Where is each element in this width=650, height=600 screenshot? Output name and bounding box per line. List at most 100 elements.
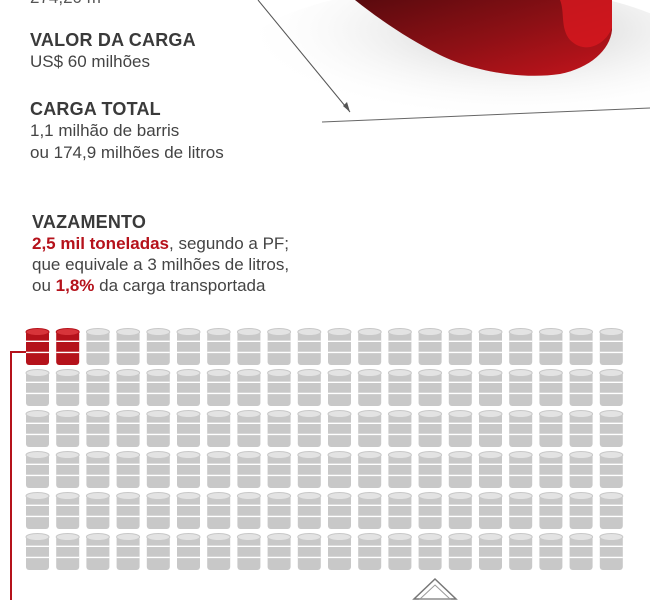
barrel-icon xyxy=(25,451,50,488)
barrel-icon xyxy=(357,451,382,488)
leak-amount-suffix: , segundo a PF; xyxy=(169,234,290,253)
barrel-icon xyxy=(599,451,624,488)
barrel-icon xyxy=(387,451,412,488)
barrel-icon xyxy=(418,328,443,365)
barrel-icon xyxy=(146,533,171,570)
barrel-icon xyxy=(116,328,141,365)
barrel-icon xyxy=(236,451,261,488)
barrel-icon xyxy=(236,369,261,406)
barrel-icon xyxy=(508,451,533,488)
barrel-icon xyxy=(85,369,110,406)
length-baseline xyxy=(321,107,650,123)
barrel-icon xyxy=(25,410,50,447)
barrel-icon xyxy=(478,410,503,447)
barrel-icon xyxy=(85,533,110,570)
barrel-icon xyxy=(297,451,322,488)
barrel-icon xyxy=(569,410,594,447)
barrel-icon xyxy=(206,492,231,529)
barrel-icon xyxy=(538,410,563,447)
barrel-icon xyxy=(55,451,80,488)
barrel-icon xyxy=(146,451,171,488)
total-cargo-block: CARGA TOTAL 1,1 milhão de barris ou 174,… xyxy=(30,99,224,164)
barrel-icon xyxy=(508,369,533,406)
barrel-icon xyxy=(327,410,352,447)
barrel-icon xyxy=(478,533,503,570)
barrel-icon xyxy=(236,492,261,529)
barrel-icon xyxy=(297,328,322,365)
barrel-icon xyxy=(538,533,563,570)
barrel-icon xyxy=(146,369,171,406)
barrel-icon xyxy=(206,328,231,365)
barrel-icon xyxy=(206,410,231,447)
barrel-icon xyxy=(55,369,80,406)
barrel-icon xyxy=(599,369,624,406)
barrel-icon xyxy=(55,533,80,570)
dimension-arrow-icon xyxy=(343,102,350,112)
barrel-icon xyxy=(448,410,473,447)
barrel-icon xyxy=(297,492,322,529)
barrel-icon xyxy=(176,369,201,406)
leak-amount-line: 2,5 mil toneladas, segundo a PF; xyxy=(32,233,289,254)
barrel-icon xyxy=(297,410,322,447)
barrel-icon xyxy=(267,328,292,365)
barrel-icon xyxy=(146,410,171,447)
barrel-icon xyxy=(357,328,382,365)
barrel-icon xyxy=(478,451,503,488)
barrel-icon xyxy=(116,492,141,529)
ship-illustration xyxy=(240,0,650,135)
triangle-icon xyxy=(412,577,458,600)
barrel-icon xyxy=(236,533,261,570)
leak-block: VAZAMENTO 2,5 mil toneladas, segundo a P… xyxy=(32,212,289,296)
barrel-icon xyxy=(418,492,443,529)
barrel-icon xyxy=(116,451,141,488)
barrel-icon xyxy=(448,492,473,529)
barrel-icon xyxy=(599,533,624,570)
barrel-icon xyxy=(478,492,503,529)
barrel-icon xyxy=(448,451,473,488)
barrel-icon xyxy=(327,369,352,406)
barrel-icon xyxy=(599,492,624,529)
cargo-value: US$ 60 milhões xyxy=(30,52,151,71)
ship-hull xyxy=(355,0,612,76)
barrel-icon xyxy=(25,369,50,406)
barrel-icon xyxy=(418,410,443,447)
barrel-icon xyxy=(327,492,352,529)
total-cargo-barrels: 1,1 milhão de barris xyxy=(30,121,180,140)
barrel-icon xyxy=(508,410,533,447)
barrel-icon xyxy=(25,492,50,529)
barrel-icon xyxy=(418,369,443,406)
leak-percent-suffix: da carga transportada xyxy=(94,276,266,295)
leak-percent: 1,8% xyxy=(55,276,95,295)
leak-amount: 2,5 mil toneladas xyxy=(32,234,169,253)
barrel-icon-leaked xyxy=(55,328,80,365)
barrel-icon xyxy=(176,451,201,488)
barrel-icon xyxy=(267,369,292,406)
barrel-icon xyxy=(569,369,594,406)
barrel-icon xyxy=(538,492,563,529)
barrel-icon xyxy=(508,533,533,570)
barrel-icon xyxy=(538,369,563,406)
barrel-icon xyxy=(538,451,563,488)
barrel-icon xyxy=(448,328,473,365)
barrel-icon xyxy=(387,410,412,447)
cargo-value-label: VALOR DA CARGA xyxy=(30,30,196,50)
barrel-icon xyxy=(387,492,412,529)
barrel-icon xyxy=(327,533,352,570)
barrel-icon xyxy=(267,410,292,447)
barrel-icon xyxy=(267,451,292,488)
barrel-icon xyxy=(569,451,594,488)
barrel-icon xyxy=(327,451,352,488)
barrel-icon xyxy=(25,533,50,570)
barrel-icon xyxy=(357,410,382,447)
barrel-icon xyxy=(418,533,443,570)
leak-liters-line: que equivale a 3 milhões de litros, xyxy=(32,255,290,274)
dimension-line xyxy=(257,0,351,113)
barrel-icon xyxy=(599,328,624,365)
barrel-icon xyxy=(206,451,231,488)
barrel-icon xyxy=(508,492,533,529)
barrel-icon xyxy=(236,328,261,365)
leak-bracket-line xyxy=(10,351,12,600)
barrel-icon xyxy=(116,369,141,406)
barrel-icon xyxy=(116,410,141,447)
